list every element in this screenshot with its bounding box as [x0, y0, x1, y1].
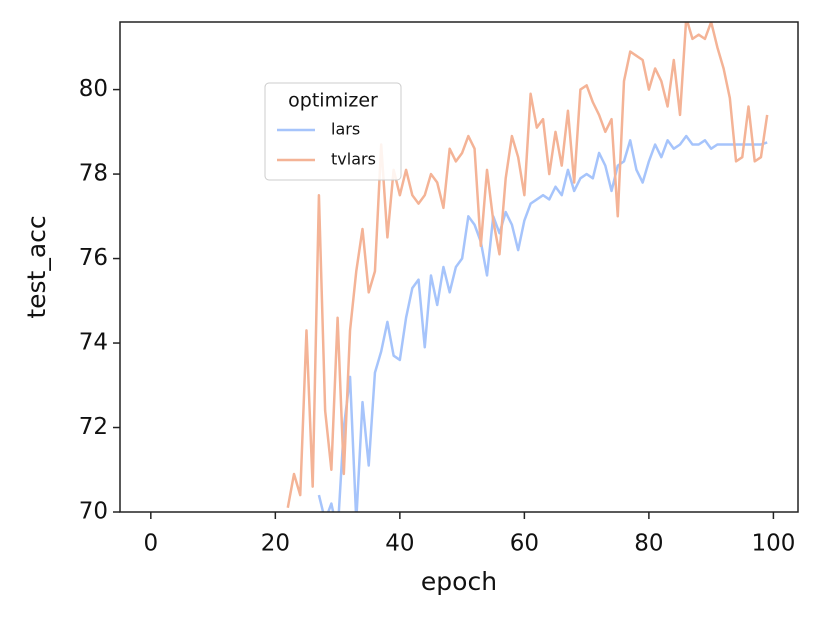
- series-line: [286, 22, 769, 509]
- y-tick-label: 78: [79, 161, 108, 187]
- legend-box: [264, 82, 402, 181]
- x-tick-label: 0: [143, 531, 158, 557]
- legend-title: optimizer: [288, 90, 378, 112]
- x-tick-label: 20: [261, 531, 290, 557]
- y-tick-label: 76: [79, 245, 108, 271]
- y-axis-label: test_acc: [22, 215, 51, 318]
- y-tick-label: 74: [79, 330, 108, 356]
- legend-label: lars: [331, 120, 360, 139]
- plot-lines: [286, 22, 769, 512]
- y-tick-label: 72: [79, 414, 108, 440]
- series-line: [317, 134, 768, 512]
- x-tick-label: 60: [510, 531, 539, 557]
- x-tick-label: 40: [385, 531, 414, 557]
- x-tick-label: 100: [751, 531, 795, 557]
- y-tick-label: 70: [79, 499, 108, 525]
- x-tick-label: 80: [634, 531, 663, 557]
- x-axis-label: epoch: [421, 567, 497, 596]
- legend-label: tvlars: [331, 150, 376, 169]
- y-tick-label: 80: [79, 76, 108, 102]
- plot-frame: [119, 21, 799, 513]
